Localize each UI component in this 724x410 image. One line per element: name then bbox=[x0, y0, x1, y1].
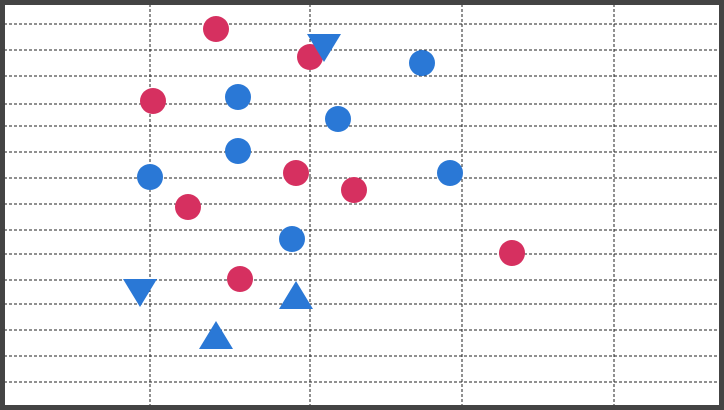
game-piece[interactable] bbox=[297, 44, 323, 70]
game-piece[interactable] bbox=[279, 281, 313, 309]
game-piece[interactable] bbox=[227, 266, 253, 292]
game-piece[interactable] bbox=[325, 106, 351, 132]
game-piece[interactable] bbox=[283, 160, 309, 186]
game-piece[interactable] bbox=[341, 177, 367, 203]
game-piece[interactable] bbox=[437, 160, 463, 186]
game-piece[interactable] bbox=[225, 138, 251, 164]
game-piece[interactable] bbox=[499, 240, 525, 266]
game-piece[interactable] bbox=[279, 226, 305, 252]
grid bbox=[4, 4, 720, 406]
game-piece[interactable] bbox=[175, 194, 201, 220]
game-piece[interactable] bbox=[225, 84, 251, 110]
game-piece[interactable] bbox=[199, 321, 233, 349]
game-piece[interactable] bbox=[137, 164, 163, 190]
game-piece[interactable] bbox=[123, 279, 157, 307]
game-piece[interactable] bbox=[203, 16, 229, 42]
game-piece[interactable] bbox=[140, 88, 166, 114]
game-piece[interactable] bbox=[307, 34, 341, 62]
game-piece[interactable] bbox=[409, 50, 435, 76]
